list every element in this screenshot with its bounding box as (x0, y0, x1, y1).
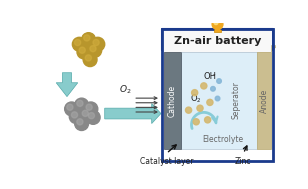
Text: Cathode: Cathode (168, 84, 177, 116)
Circle shape (211, 87, 215, 91)
Polygon shape (257, 46, 277, 52)
Circle shape (90, 46, 96, 52)
Polygon shape (56, 73, 78, 97)
Polygon shape (105, 104, 161, 124)
Circle shape (84, 102, 98, 116)
Circle shape (77, 100, 83, 106)
Circle shape (83, 53, 97, 67)
Polygon shape (164, 46, 187, 52)
Circle shape (75, 98, 89, 112)
Circle shape (215, 96, 220, 101)
FancyBboxPatch shape (257, 52, 271, 149)
Circle shape (85, 55, 91, 61)
Circle shape (84, 35, 90, 41)
Polygon shape (181, 46, 263, 52)
Circle shape (207, 99, 213, 105)
Text: O: O (190, 94, 197, 103)
FancyBboxPatch shape (181, 52, 257, 149)
Circle shape (205, 117, 211, 123)
Circle shape (77, 119, 83, 125)
Circle shape (82, 33, 95, 46)
Text: OH: OH (204, 72, 217, 81)
Text: Anode: Anode (260, 88, 269, 113)
Text: Seperator: Seperator (231, 81, 240, 119)
Text: -: - (213, 71, 216, 77)
Circle shape (192, 90, 198, 96)
Circle shape (65, 102, 79, 116)
Circle shape (77, 45, 91, 59)
Circle shape (86, 104, 92, 110)
Circle shape (93, 39, 99, 46)
Circle shape (214, 21, 218, 25)
Circle shape (217, 79, 221, 83)
FancyBboxPatch shape (214, 28, 221, 32)
Circle shape (88, 112, 95, 119)
Circle shape (79, 47, 85, 53)
Circle shape (201, 83, 207, 89)
Circle shape (82, 110, 88, 116)
Circle shape (193, 119, 199, 125)
Circle shape (75, 39, 81, 46)
Circle shape (185, 107, 192, 113)
Circle shape (80, 108, 94, 122)
Text: Catalyst layer: Catalyst layer (140, 157, 193, 167)
Circle shape (67, 104, 73, 110)
FancyBboxPatch shape (164, 52, 181, 149)
Circle shape (88, 43, 102, 57)
Circle shape (72, 37, 86, 51)
Circle shape (212, 19, 223, 30)
Circle shape (197, 105, 203, 111)
Circle shape (71, 112, 78, 118)
Circle shape (86, 110, 100, 124)
FancyBboxPatch shape (164, 30, 271, 52)
Circle shape (69, 110, 83, 124)
Circle shape (91, 37, 105, 51)
Circle shape (75, 117, 89, 130)
Text: O$_2$: O$_2$ (119, 83, 132, 96)
Text: Zn-air battery: Zn-air battery (174, 36, 261, 46)
Text: Zinc: Zinc (235, 157, 252, 167)
Text: Electrolyte: Electrolyte (202, 135, 243, 144)
Text: 2: 2 (196, 98, 200, 103)
